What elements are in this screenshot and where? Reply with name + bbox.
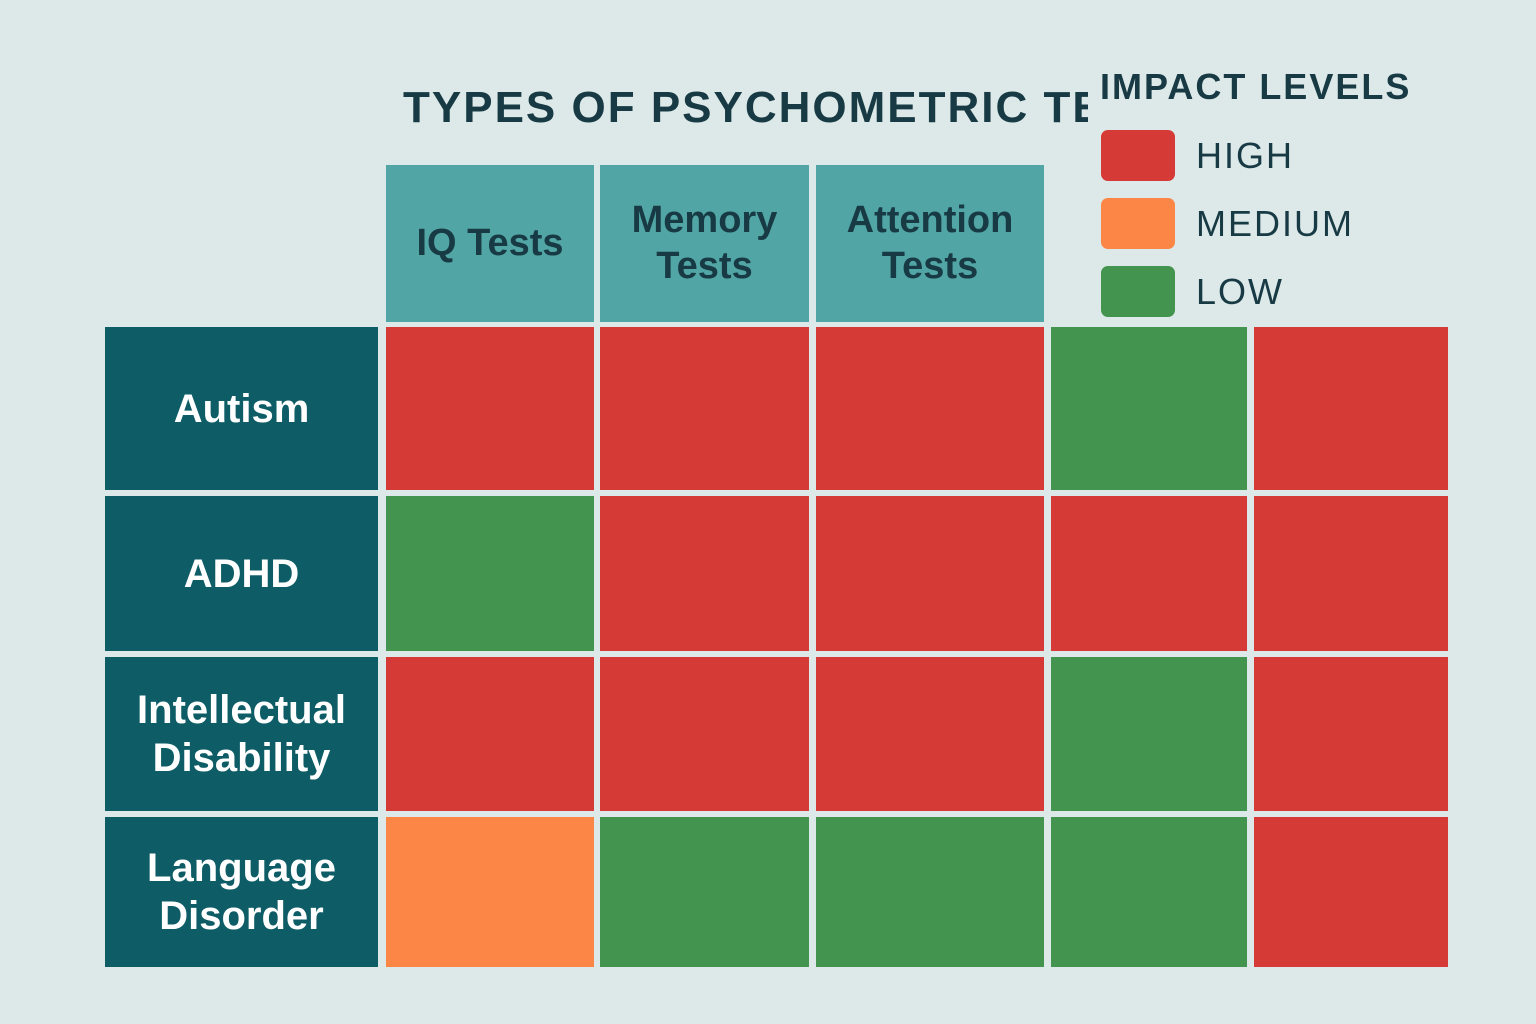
heat-cell bbox=[1254, 496, 1448, 651]
heat-cell bbox=[600, 327, 809, 490]
heat-cell bbox=[816, 327, 1044, 490]
heat-cell bbox=[386, 327, 594, 490]
heat-cell bbox=[1254, 327, 1448, 490]
heat-cell bbox=[816, 496, 1044, 651]
legend-label: HIGH bbox=[1196, 135, 1294, 176]
row-header: Intellectual Disability bbox=[105, 657, 378, 811]
heat-cell bbox=[1051, 657, 1247, 811]
legend-swatch bbox=[1101, 198, 1175, 249]
heat-cell bbox=[386, 496, 594, 651]
heat-cell bbox=[816, 817, 1044, 967]
column-header: Memory Tests bbox=[600, 165, 809, 322]
legend-title: IMPACT LEVELS bbox=[1100, 66, 1412, 107]
legend-swatch bbox=[1101, 130, 1175, 181]
heat-cell bbox=[600, 657, 809, 811]
column-header: Attention Tests bbox=[816, 165, 1044, 322]
heat-cell bbox=[1254, 657, 1448, 811]
heat-cell bbox=[386, 657, 594, 811]
heat-cell bbox=[1051, 327, 1247, 490]
row-header: Autism bbox=[105, 327, 378, 490]
heat-cell bbox=[1254, 817, 1448, 967]
title: TYPES OF PSYCHOMETRIC TEST bbox=[403, 83, 1088, 132]
legend-label: MEDIUM bbox=[1196, 203, 1354, 244]
heat-cell bbox=[600, 817, 809, 967]
row-header: Language Disorder bbox=[105, 817, 378, 967]
heat-cell bbox=[816, 657, 1044, 811]
row-header: ADHD bbox=[105, 496, 378, 651]
heat-cell bbox=[1051, 496, 1247, 651]
column-header: IQ Tests bbox=[386, 165, 594, 322]
heat-cell bbox=[386, 817, 594, 967]
heat-cell bbox=[600, 496, 809, 651]
legend-swatch bbox=[1101, 266, 1175, 317]
legend-label: LOW bbox=[1196, 271, 1285, 312]
heat-cell bbox=[1051, 817, 1247, 967]
